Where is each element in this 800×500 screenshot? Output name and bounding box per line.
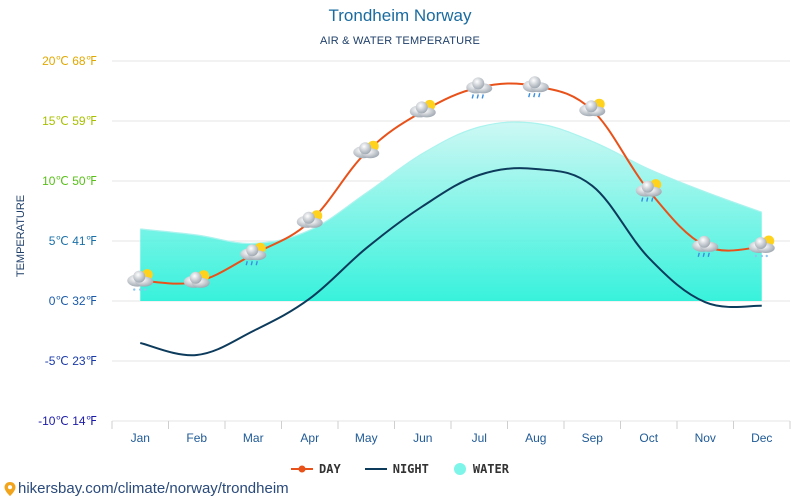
snowflake-icon xyxy=(133,288,136,291)
cloud-sun-icon xyxy=(183,270,210,288)
cloud-sun-icon xyxy=(579,98,606,117)
legend-day-label: DAY xyxy=(319,462,341,476)
legend-night-marker-icon xyxy=(364,468,387,470)
x-tick-label: Mar xyxy=(243,431,264,445)
x-tick-label: Dec xyxy=(751,431,772,445)
cloud-icon xyxy=(528,76,541,89)
rain-cloud-sun-icon xyxy=(240,242,267,266)
cloud-icon xyxy=(754,237,767,249)
raindrop-icon xyxy=(697,252,700,257)
x-tick-label: Jun xyxy=(413,431,432,445)
legend-water-label: WATER xyxy=(472,462,509,476)
y-tick-label: 20℃ 68℉ xyxy=(42,54,97,68)
cloud-icon xyxy=(133,270,146,283)
y-tick-label: 0℃ 32℉ xyxy=(49,294,97,308)
rain-cloud-icon xyxy=(692,235,719,257)
y-tick-label: -5℃ 23℉ xyxy=(45,354,97,368)
raindrop-icon xyxy=(528,93,531,98)
chart-title: Trondheim Norway xyxy=(328,6,472,25)
raindrop-icon xyxy=(245,261,248,266)
cloud-icon xyxy=(585,100,598,113)
raindrop-icon xyxy=(481,94,484,99)
cloud-icon xyxy=(698,235,711,248)
raindrop-icon xyxy=(250,261,253,266)
raindrop-icon xyxy=(707,252,710,257)
legend-night-label: NIGHT xyxy=(392,462,429,476)
cloud-sun-icon xyxy=(296,210,323,228)
source-link[interactable]: hikersbay.com/climate/norway/trondheim xyxy=(4,480,289,497)
snowflake-icon xyxy=(765,254,768,258)
cloud-icon xyxy=(359,142,372,155)
raindrop-icon xyxy=(651,197,654,202)
raindrop-icon xyxy=(533,93,536,98)
raindrop-icon xyxy=(471,94,474,99)
x-tick-label: Feb xyxy=(186,431,207,445)
x-tick-label: Sep xyxy=(582,431,604,445)
rain-cloud-sun-icon xyxy=(635,179,662,202)
cloud-icon xyxy=(641,180,654,193)
legend-item-night[interactable]: NIGHT xyxy=(364,462,429,476)
cloud-icon xyxy=(415,101,428,114)
legend-day-marker-icon xyxy=(291,465,314,473)
raindrop-icon xyxy=(255,261,258,266)
source-url: hikersbay.com/climate/norway/trondheim xyxy=(18,480,289,497)
y-tick-label: 15℃ 59℉ xyxy=(42,114,97,128)
legend-water-marker-icon xyxy=(453,463,466,475)
chart-subtitle: AIR & WATER TEMPERATURE xyxy=(319,35,481,47)
legend-item-day[interactable]: DAY xyxy=(291,462,341,476)
cloud-icon xyxy=(189,271,202,284)
water-area xyxy=(140,121,762,301)
cloud-sun-icon xyxy=(409,99,436,118)
raindrop-icon xyxy=(538,93,541,98)
legend-item-water[interactable]: WATER xyxy=(453,462,509,476)
cloud-icon xyxy=(302,211,315,224)
snowflake-icon xyxy=(139,288,142,291)
water-line xyxy=(140,121,762,245)
x-tick-label: Jul xyxy=(472,431,487,445)
y-tick-label: 10℃ 50℉ xyxy=(42,174,97,188)
snowflake-icon xyxy=(760,254,763,258)
chart-legend: DAY NIGHT WATER xyxy=(0,462,800,476)
snow-cloud-sun-icon xyxy=(127,269,154,291)
cloud-sun-icon xyxy=(353,140,380,159)
raindrop-icon xyxy=(646,197,649,202)
x-tick-label: Jan xyxy=(131,431,150,445)
y-tick-label: -10℃ 14℉ xyxy=(38,414,97,428)
x-tick-label: May xyxy=(355,431,378,445)
snowflake-icon xyxy=(754,254,757,258)
rain-cloud-icon xyxy=(522,76,549,98)
night-line xyxy=(140,167,762,357)
raindrop-icon xyxy=(702,252,705,257)
snow-cloud-sun-icon xyxy=(748,235,775,258)
raindrop-icon xyxy=(476,94,479,99)
cloud-icon xyxy=(472,77,485,90)
x-tick-label: Oct xyxy=(639,431,658,445)
y-tick-label: 5℃ 41℉ xyxy=(49,234,97,248)
rain-cloud-icon xyxy=(466,77,493,99)
cloud-icon xyxy=(246,244,259,257)
location-pin-icon xyxy=(4,481,16,496)
x-tick-label: Nov xyxy=(695,431,716,445)
raindrop-icon xyxy=(641,197,644,202)
x-tick-label: Aug xyxy=(525,431,546,445)
snowflake-icon xyxy=(144,288,147,291)
y-axis-title: TEMPERATURE xyxy=(15,195,27,277)
x-tick-label: Apr xyxy=(300,431,319,445)
